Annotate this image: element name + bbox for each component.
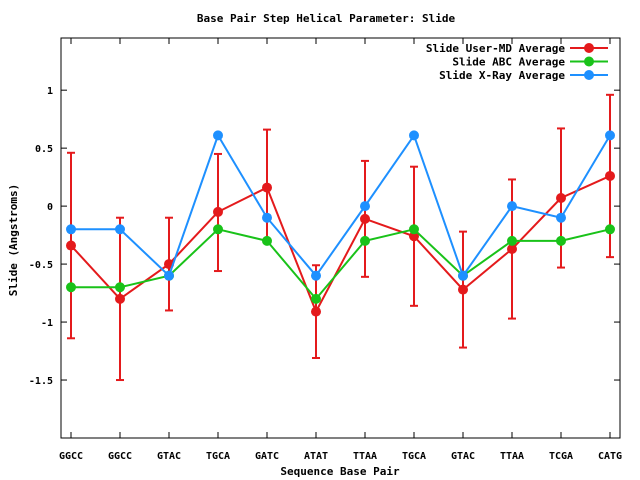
series-point (164, 270, 174, 281)
x-tick-label: GATC (255, 451, 279, 462)
x-tick-label: TTAA (500, 451, 524, 462)
series-point (262, 212, 272, 223)
legend-marker (584, 70, 594, 80)
series-layer (66, 130, 615, 317)
x-tick-label: GTAC (451, 451, 475, 462)
series-point (507, 201, 517, 212)
series-point (115, 293, 125, 304)
x-tick-label: CATG (598, 451, 622, 462)
legend-label: Slide ABC Average (452, 56, 565, 69)
series-point (115, 282, 125, 293)
series-point (556, 235, 566, 246)
x-tick-label: TGCA (206, 451, 230, 462)
series-point (605, 224, 615, 235)
x-tick-label: GGCC (108, 451, 132, 462)
y-tick-label: -1 (41, 318, 53, 329)
series-point (66, 224, 76, 235)
series-point (360, 201, 370, 212)
plot-frame (60, 37, 621, 439)
x-axis: GGCC GGCC GTAC TGCA GATC ATAT TTAA TGCA GTAC TTAA… (59, 38, 622, 462)
legend-label: Slide User-MD Average (426, 42, 565, 55)
series-point (213, 224, 223, 235)
x-tick-label: TGCA (402, 451, 426, 462)
series-point (409, 130, 419, 141)
chart-title: Base Pair Step Helical Parameter: Slide (197, 12, 456, 25)
series-point (262, 235, 272, 246)
y-tick-label: 0 (47, 202, 53, 213)
x-tick-label: GGCC (59, 451, 83, 462)
x-tick-label: ATAT (304, 451, 328, 462)
series-point (360, 213, 370, 224)
x-axis-label: Sequence Base Pair (280, 465, 400, 478)
series-point (213, 130, 223, 141)
x-tick-label: TCGA (549, 451, 573, 462)
x-tick-label: TTAA (353, 451, 377, 462)
series-point (605, 130, 615, 141)
legend-marker (584, 43, 594, 53)
legend-marker (584, 56, 594, 67)
series-point (262, 182, 272, 193)
series-line (71, 133, 611, 278)
y-axis: 1 0.5 0 -0.5 -1 -1.5 (29, 86, 620, 387)
series-point (311, 293, 321, 304)
x-tick-label: GTAC (157, 451, 181, 462)
series-point (458, 284, 468, 295)
series-point (213, 206, 223, 217)
series-point (605, 170, 615, 181)
y-tick-label: -1.5 (29, 376, 53, 387)
y-tick-label: -0.5 (29, 260, 53, 271)
y-axis-label: Slide (Angstroms) (7, 184, 20, 297)
series-point (556, 193, 566, 203)
series-point (507, 235, 517, 246)
series-2 (66, 130, 615, 281)
series-point (507, 244, 517, 255)
series-point (66, 240, 76, 251)
series-point (115, 224, 125, 235)
series-point (66, 282, 76, 293)
legend-label: Slide X-Ray Average (439, 69, 565, 82)
series-point (360, 235, 370, 246)
series-line (71, 228, 611, 301)
series-point (409, 224, 419, 235)
series-point (556, 212, 566, 223)
series-point (311, 306, 321, 317)
series-point (458, 270, 468, 281)
y-tick-label: 1 (47, 86, 53, 97)
y-tick-label: 0.5 (35, 144, 53, 155)
series-point (311, 270, 321, 281)
series-point (409, 231, 419, 242)
